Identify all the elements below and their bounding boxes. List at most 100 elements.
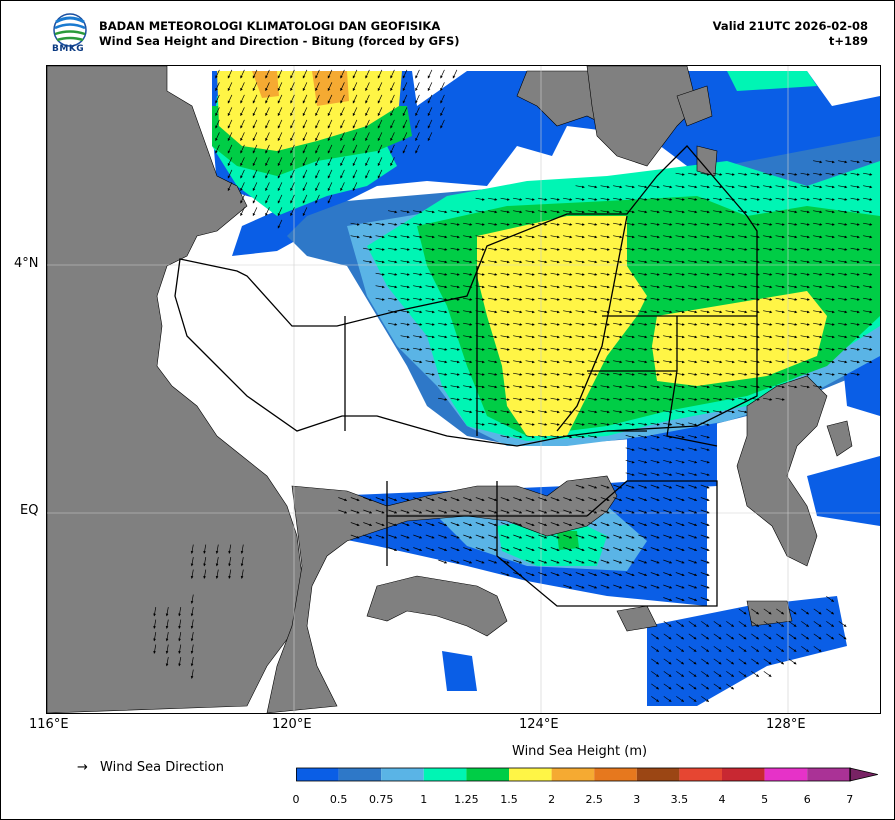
direction-arrow — [638, 235, 648, 239]
direction-arrow — [425, 372, 435, 376]
direction-arrow — [525, 247, 535, 251]
direction-arrow — [327, 107, 333, 117]
direction-arrow — [675, 422, 685, 426]
direction-arrow — [538, 410, 548, 414]
direction-arrow — [675, 472, 685, 476]
direction-arrow — [575, 372, 585, 376]
map-panel[interactable] — [46, 65, 881, 714]
direction-arrow — [738, 397, 748, 401]
direction-arrow — [463, 347, 473, 351]
direction-arrow — [450, 210, 460, 214]
direction-arrow — [788, 322, 798, 326]
direction-arrow — [650, 459, 660, 464]
direction-arrow — [638, 360, 648, 364]
direction-arrow — [688, 310, 698, 314]
direction-arrow — [427, 69, 433, 79]
direction-arrow — [663, 360, 673, 364]
direction-arrow — [625, 260, 635, 264]
direction-arrow — [675, 434, 685, 439]
direction-arrow — [688, 385, 698, 389]
direction-arrow — [663, 222, 673, 226]
direction-arrow — [813, 297, 823, 301]
direction-arrow — [800, 272, 810, 276]
direction-arrow — [613, 410, 623, 414]
direction-arrow — [663, 260, 673, 264]
direction-arrow — [600, 422, 610, 426]
direction-arrow — [327, 94, 333, 104]
direction-arrow — [850, 272, 860, 276]
colorbar-tick-label: 5 — [761, 793, 769, 806]
direction-arrow — [340, 69, 345, 79]
direction-arrow — [625, 272, 635, 276]
direction-arrow — [700, 372, 710, 376]
direction-arrow — [240, 94, 245, 104]
direction-arrow — [863, 222, 873, 226]
direction-arrow — [500, 322, 510, 326]
direction-arrow — [415, 107, 420, 117]
direction-arrow — [277, 194, 283, 204]
direction-arrow — [788, 347, 798, 351]
direction-arrow — [390, 107, 395, 117]
direction-arrow — [750, 260, 760, 264]
direction-arrow — [388, 210, 398, 214]
direction-arrow — [488, 235, 498, 239]
direction-arrow — [375, 235, 385, 239]
direction-arrow — [538, 285, 548, 289]
direction-arrow — [600, 360, 610, 364]
direction-arrow — [550, 272, 560, 276]
direction-arrow — [613, 260, 623, 264]
logo-text: BMKG — [52, 44, 85, 54]
direction-arrow — [625, 447, 635, 451]
direction-arrow — [240, 207, 245, 217]
direction-arrow — [613, 397, 623, 401]
direction-arrow — [415, 132, 420, 142]
direction-arrow — [488, 222, 498, 226]
colorbar-tick-label: 1 — [420, 793, 428, 806]
direction-arrow — [738, 410, 748, 414]
colorbar-segment — [296, 768, 339, 781]
direction-arrow — [400, 522, 410, 527]
direction-arrow — [400, 272, 410, 276]
direction-arrow — [352, 119, 358, 129]
direction-arrow — [500, 522, 510, 527]
direction-arrow — [588, 497, 598, 502]
direction-arrow — [725, 360, 735, 364]
direction-arrow — [575, 335, 585, 339]
direction-arrow — [813, 172, 823, 176]
direction-arrow — [863, 210, 873, 214]
lon-tick-120e: 120°E — [272, 717, 312, 732]
direction-arrow — [863, 172, 873, 176]
direction-arrow — [663, 397, 673, 401]
direction-arrow — [500, 509, 510, 514]
direction-arrow — [800, 322, 810, 326]
direction-arrow — [427, 107, 433, 117]
direction-arrow — [775, 210, 785, 214]
colorbar-segment — [381, 768, 424, 781]
direction-arrow — [440, 69, 445, 79]
direction-arrow — [788, 185, 798, 189]
direction-arrow — [850, 297, 860, 301]
direction-arrow — [688, 172, 698, 176]
direction-arrow — [463, 497, 473, 502]
direction-arrow — [475, 235, 485, 239]
direction-arrow — [413, 335, 423, 339]
direction-arrow — [775, 247, 785, 251]
direction-arrow — [713, 197, 723, 201]
direction-arrow — [638, 335, 648, 339]
direction-arrow — [813, 222, 823, 226]
direction-arrow — [550, 235, 560, 239]
direction-arrow — [738, 235, 748, 239]
direction-arrow — [613, 522, 623, 527]
direction-arrow — [650, 410, 660, 414]
direction-arrow — [588, 347, 598, 351]
direction-arrow — [227, 169, 233, 179]
direction-arrow — [277, 219, 283, 229]
direction-arrow — [850, 285, 860, 289]
direction-arrow — [675, 397, 685, 401]
lon-tick-124e: 124°E — [519, 717, 559, 732]
direction-arrow — [625, 472, 635, 476]
direction-arrow — [638, 397, 648, 401]
direction-arrow — [475, 210, 485, 214]
direction-arrow — [550, 210, 560, 214]
direction-arrow — [340, 182, 345, 192]
